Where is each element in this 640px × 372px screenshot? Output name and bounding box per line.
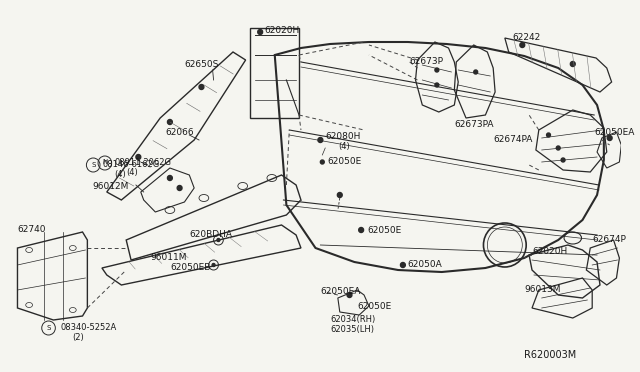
- Text: 96012M: 96012M: [92, 182, 129, 191]
- Text: 62050E: 62050E: [367, 226, 401, 235]
- Circle shape: [556, 146, 560, 150]
- Text: 96011M: 96011M: [150, 253, 187, 262]
- Text: N: N: [102, 159, 108, 165]
- Text: 08340-5252A: 08340-5252A: [60, 323, 116, 332]
- Circle shape: [347, 292, 352, 298]
- Text: 08146-6162G: 08146-6162G: [103, 160, 160, 169]
- Text: (4): (4): [126, 168, 138, 177]
- Text: 62674PA: 62674PA: [493, 135, 532, 144]
- Circle shape: [435, 68, 439, 72]
- Text: 62740: 62740: [17, 225, 46, 234]
- Text: 62035(LH): 62035(LH): [330, 325, 374, 334]
- Circle shape: [337, 192, 342, 198]
- Circle shape: [177, 186, 182, 190]
- Text: 62050EA: 62050EA: [594, 128, 634, 137]
- Circle shape: [321, 160, 324, 164]
- Circle shape: [520, 42, 525, 48]
- Circle shape: [561, 158, 565, 162]
- Circle shape: [258, 29, 262, 35]
- Text: 96013M: 96013M: [524, 285, 561, 294]
- Text: S: S: [91, 162, 95, 168]
- Circle shape: [318, 138, 323, 142]
- Text: 62080H: 62080H: [325, 132, 360, 141]
- Text: 62034(RH): 62034(RH): [330, 315, 375, 324]
- Text: 62050EB: 62050EB: [170, 263, 211, 272]
- Circle shape: [547, 133, 550, 137]
- Text: (2): (2): [72, 333, 84, 342]
- Circle shape: [401, 263, 405, 267]
- Text: R620003M: R620003M: [524, 350, 577, 360]
- Circle shape: [212, 263, 215, 266]
- Text: 620BDHA: 620BDHA: [189, 230, 232, 239]
- Text: 62673P: 62673P: [410, 57, 444, 66]
- Circle shape: [217, 238, 220, 241]
- Text: 62050EA: 62050EA: [321, 287, 361, 296]
- Text: 62242: 62242: [513, 33, 541, 42]
- Text: 62020H: 62020H: [532, 247, 567, 256]
- Text: (4): (4): [115, 170, 126, 179]
- Circle shape: [199, 84, 204, 90]
- Text: 08911-2062G: 08911-2062G: [115, 158, 172, 167]
- Circle shape: [435, 83, 439, 87]
- Text: S: S: [46, 325, 51, 331]
- Text: 62650S: 62650S: [184, 60, 219, 69]
- Text: 62050A: 62050A: [408, 260, 442, 269]
- Circle shape: [474, 70, 477, 74]
- Text: 62674P: 62674P: [592, 235, 626, 244]
- Circle shape: [358, 228, 364, 232]
- Text: (4): (4): [338, 142, 349, 151]
- Text: 62673PA: 62673PA: [454, 120, 494, 129]
- Circle shape: [168, 176, 172, 180]
- Circle shape: [168, 119, 172, 125]
- Bar: [250, 28, 299, 118]
- Text: 62066: 62066: [165, 128, 194, 137]
- Text: 62050E: 62050E: [327, 157, 362, 166]
- Circle shape: [136, 154, 141, 160]
- Circle shape: [570, 61, 575, 67]
- Circle shape: [607, 135, 612, 141]
- Text: 62050E: 62050E: [357, 302, 392, 311]
- Text: 62020H: 62020H: [264, 26, 300, 35]
